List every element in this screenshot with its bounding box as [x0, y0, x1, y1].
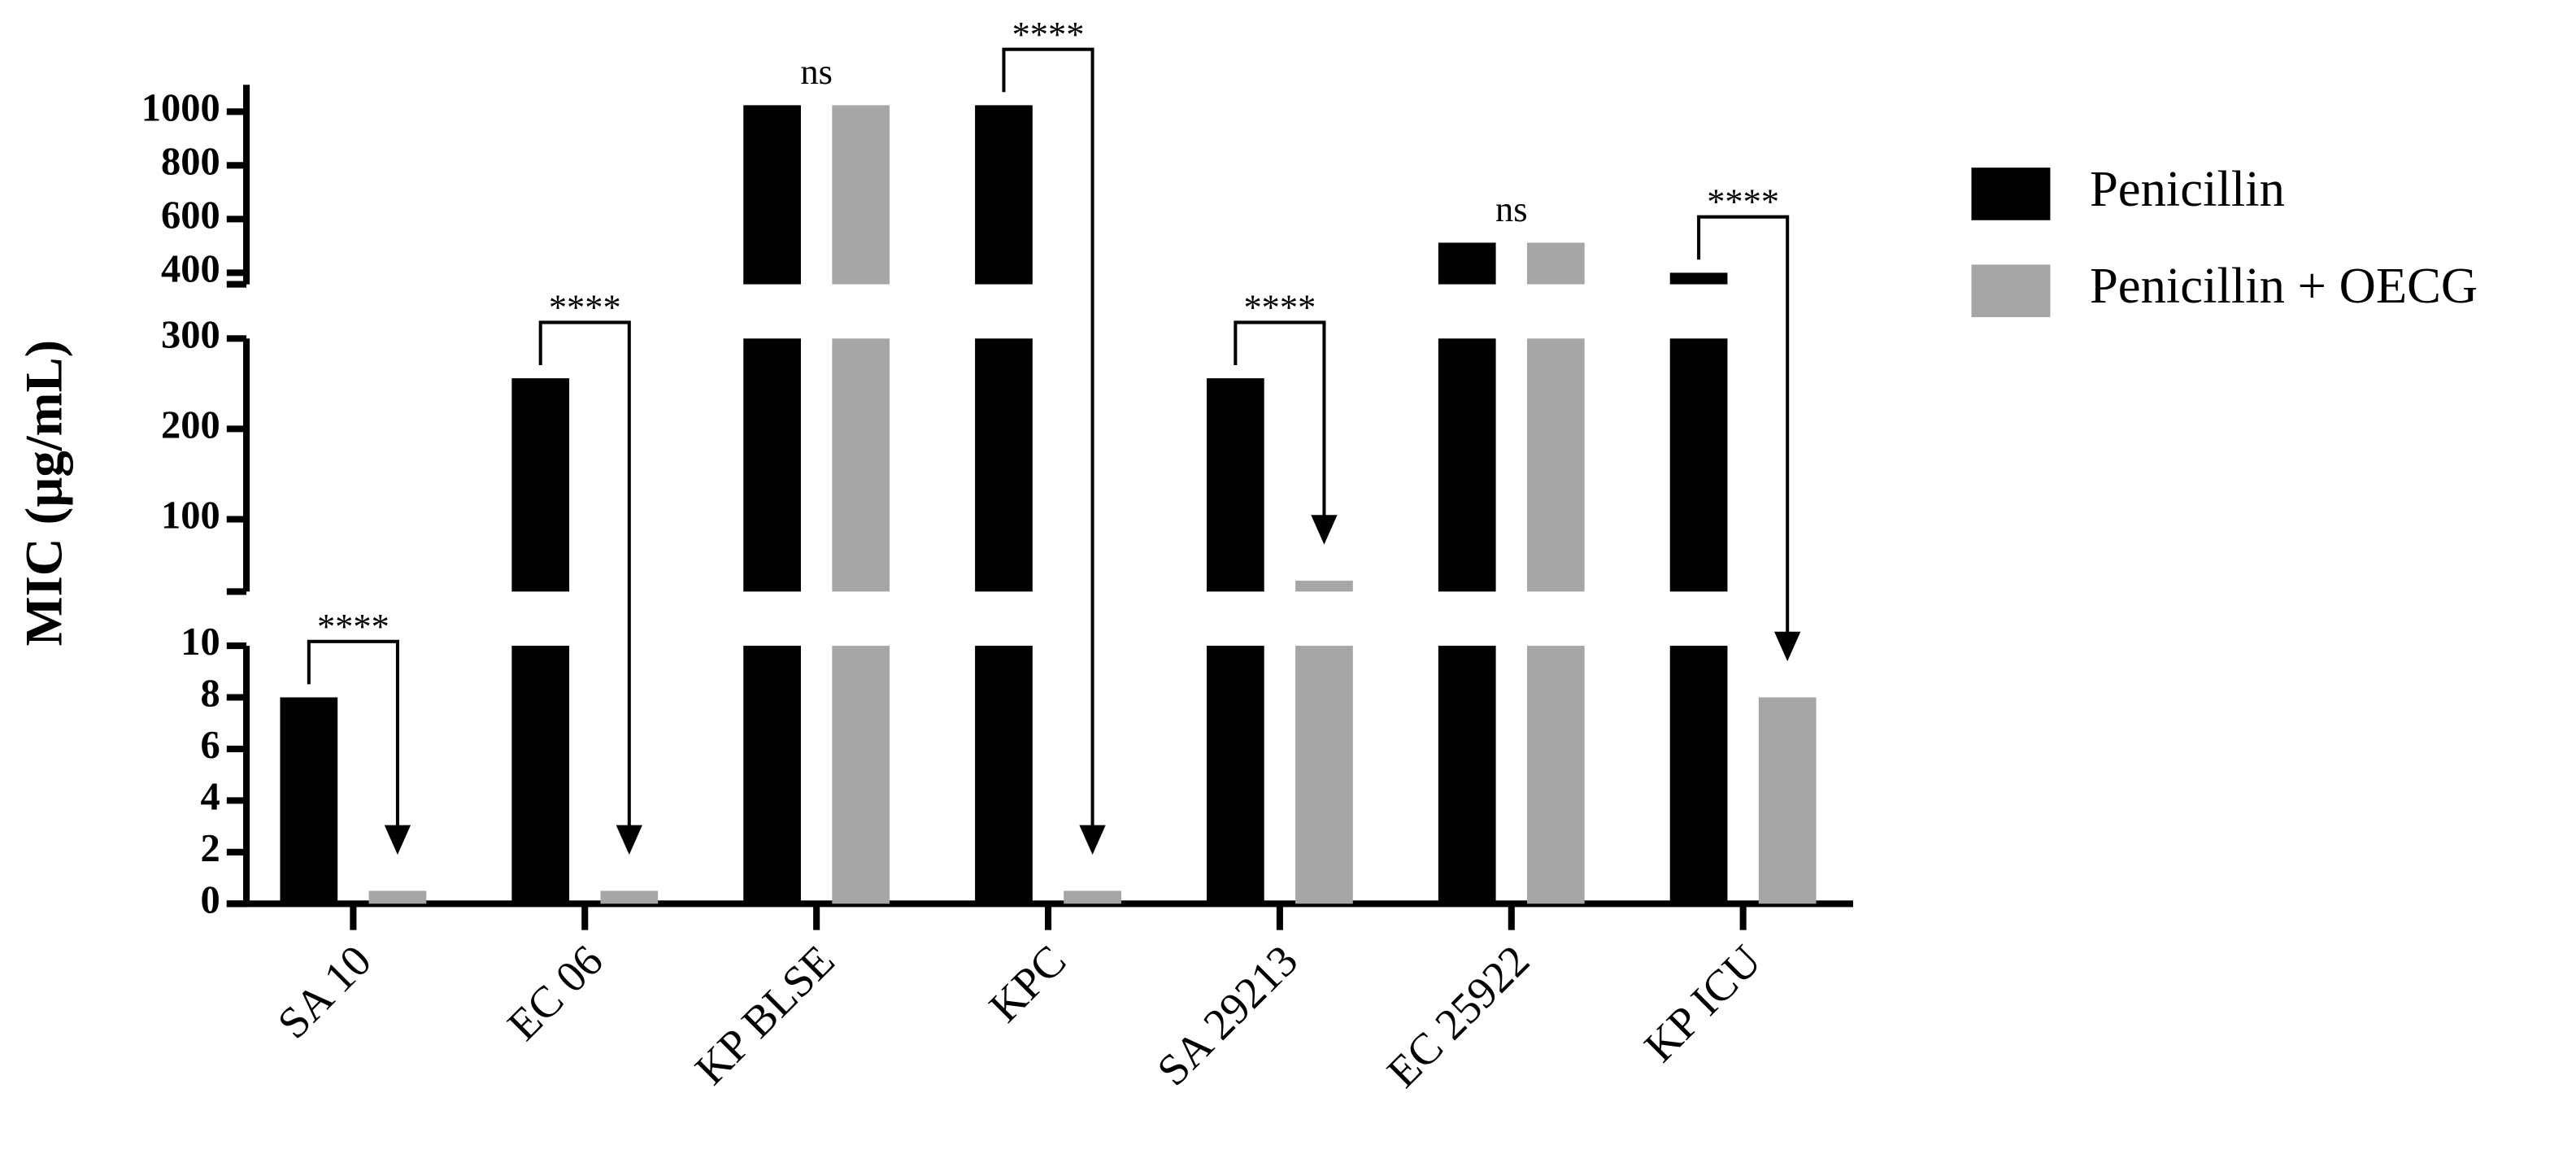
bar	[975, 105, 1033, 285]
bar	[1526, 338, 1585, 592]
y-tick-label: 100	[161, 494, 220, 538]
arrow-head	[1079, 825, 1106, 855]
bar	[1758, 697, 1817, 904]
bar	[975, 646, 1033, 904]
bar	[1206, 646, 1264, 904]
significance-bracket	[1002, 47, 1094, 832]
legend-label: Penicillin	[2090, 160, 2285, 217]
y-tick-label: 800	[161, 140, 220, 183]
significance-bracket	[1697, 215, 1790, 638]
y-tick-label: 2	[201, 827, 220, 870]
bar	[1295, 581, 1353, 592]
significance-label: ****	[549, 287, 621, 328]
bar	[1206, 378, 1264, 592]
bar	[1526, 646, 1585, 904]
bar	[832, 105, 890, 285]
y-tick-label: 400	[161, 248, 220, 291]
bar	[1438, 646, 1496, 904]
bar	[368, 890, 427, 904]
significance-bracket	[538, 320, 631, 832]
y-tick-label: 8	[201, 673, 220, 716]
bar	[1438, 242, 1496, 285]
significance-label: ns	[1495, 189, 1528, 229]
x-tick-label: EC 06	[498, 935, 612, 1050]
bar	[743, 646, 801, 904]
significance-label: ****	[1707, 181, 1779, 222]
bar	[1669, 646, 1728, 904]
x-tick-label: SA 29213	[1147, 935, 1307, 1095]
bar	[975, 338, 1033, 592]
significance-label: ****	[1012, 14, 1085, 54]
bar	[600, 890, 659, 904]
y-tick-label: 300	[161, 313, 220, 356]
x-tick-label: EC 25922	[1377, 935, 1538, 1096]
y-tick-label: 600	[161, 194, 220, 237]
bar	[743, 105, 801, 285]
bar	[280, 697, 338, 904]
significance-bracket	[307, 639, 399, 832]
arrow-head	[1311, 515, 1338, 545]
bar	[1064, 890, 1121, 904]
y-tick-label: 4	[201, 776, 220, 819]
significance-label: ns	[800, 51, 833, 92]
x-tick-label: KP ICU	[1634, 935, 1770, 1071]
y-axis-label: MIC (µg/mL)	[14, 340, 73, 647]
arrow-head	[384, 825, 411, 855]
y-tick-label: 200	[161, 404, 220, 447]
significance-label: ****	[1243, 287, 1316, 328]
y-tick-label: 10	[181, 621, 220, 664]
bar	[511, 378, 570, 592]
bar	[1669, 272, 1728, 285]
y-tick-label: 6	[201, 724, 220, 767]
arrow-head	[1774, 631, 1801, 662]
x-tick-label: SA 10	[268, 935, 381, 1048]
significance-bracket	[1234, 320, 1326, 522]
bar	[832, 338, 890, 592]
bar	[832, 646, 890, 904]
arrow-head	[616, 825, 642, 855]
legend-swatch	[1971, 264, 2051, 317]
bar	[1295, 646, 1353, 904]
bar	[1438, 338, 1496, 592]
bar	[1526, 242, 1585, 285]
bar	[743, 338, 801, 592]
y-tick-label: 0	[201, 878, 220, 921]
x-tick-label: KP BLSE	[685, 935, 844, 1094]
significance-label: ****	[317, 606, 389, 647]
legend-label: Penicillin + OECG	[2090, 257, 2478, 314]
bar	[511, 646, 570, 904]
legend-swatch	[1971, 168, 2051, 220]
bar	[1669, 338, 1728, 592]
y-tick-label: 1000	[141, 86, 220, 129]
x-tick-label: KPC	[979, 935, 1075, 1031]
